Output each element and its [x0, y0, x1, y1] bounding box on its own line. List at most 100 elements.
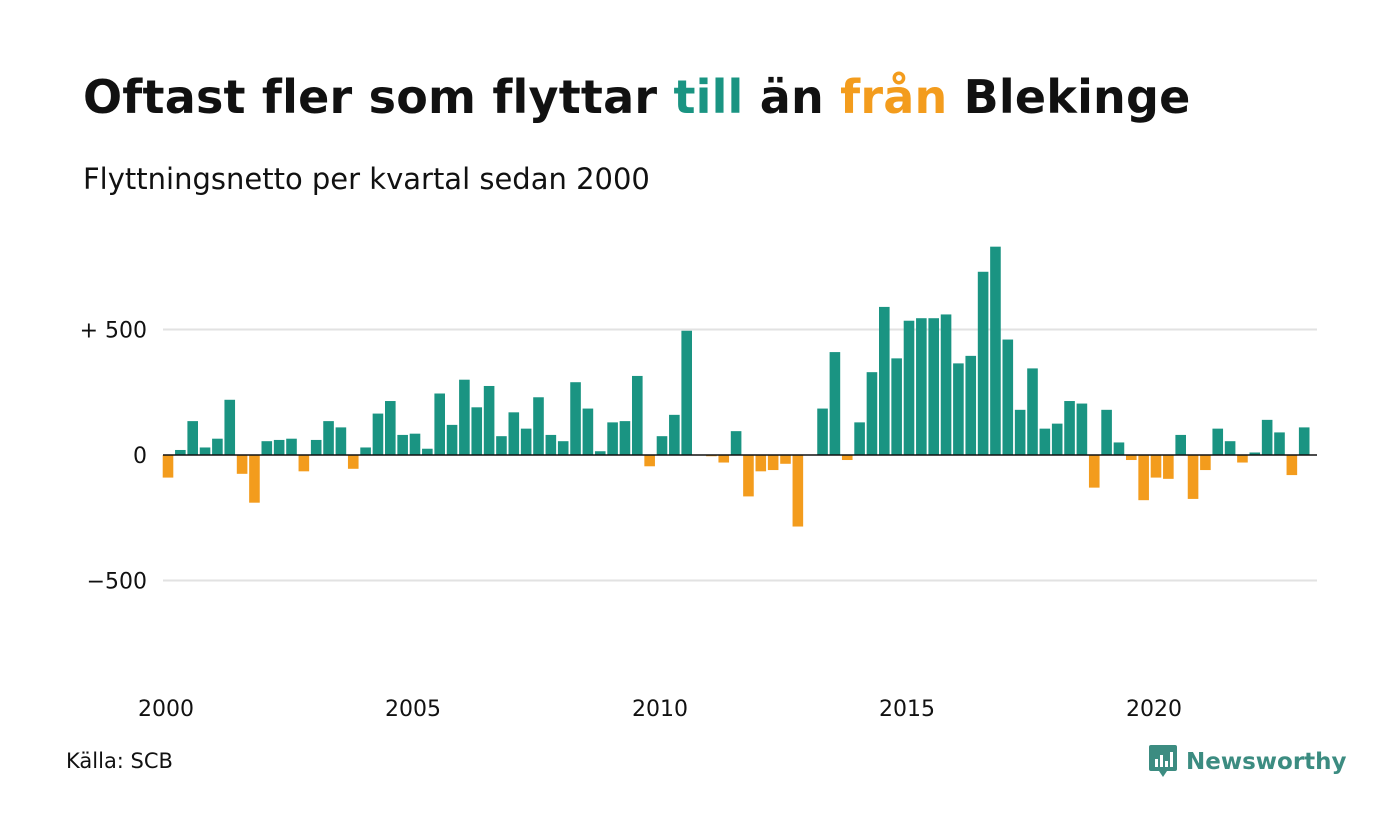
bar: [162, 455, 174, 478]
bar: [594, 451, 606, 456]
title-part: Blekinge: [947, 70, 1191, 124]
bar: [965, 355, 977, 455]
bar: [1138, 455, 1149, 501]
bar: [1126, 455, 1137, 461]
bar: [977, 271, 989, 455]
bar: [1027, 368, 1038, 455]
bar: [1274, 432, 1285, 455]
bar: [298, 455, 310, 472]
bar: [187, 421, 198, 455]
gridlines: [163, 328, 1317, 582]
bar: [360, 447, 371, 455]
chart-subtitle: Flyttningsnetto per kvartal sedan 2000: [83, 162, 650, 196]
bar: [409, 433, 421, 456]
bar: [632, 375, 643, 455]
bar: [1187, 455, 1199, 499]
chart-title: Oftast fler som flyttar till än från Ble…: [83, 70, 1191, 124]
bar: [730, 431, 742, 455]
x-tick-label: 2000: [138, 697, 194, 722]
bar: [644, 455, 655, 467]
brand-name: Newsworthy: [1186, 749, 1347, 775]
bar: [199, 447, 211, 455]
bar: [446, 424, 458, 455]
bar: [656, 436, 668, 455]
bar: [570, 382, 581, 455]
bar: [990, 246, 1001, 455]
bar: [953, 363, 964, 455]
x-tick-label: 2015: [879, 697, 935, 722]
title-part: från: [840, 70, 948, 124]
x-tick-label: 2005: [385, 697, 441, 722]
bar: [891, 358, 902, 456]
bar: [1298, 427, 1310, 455]
bar: [434, 393, 445, 455]
bar: [459, 379, 470, 455]
bar: [496, 436, 507, 455]
bar: [681, 330, 692, 455]
bar: [928, 318, 939, 455]
bar: [1150, 455, 1162, 478]
title-part: än: [743, 70, 841, 124]
bar: [940, 314, 952, 455]
bar: [1088, 455, 1100, 488]
bar: [249, 455, 260, 503]
title-part: Oftast fler som flyttar: [83, 70, 674, 124]
bar: [385, 401, 396, 455]
bar: [619, 421, 631, 455]
bar: [483, 385, 495, 456]
bar: [372, 413, 384, 455]
bar: [743, 455, 754, 497]
bar: [1101, 409, 1112, 455]
bar: [1224, 441, 1236, 455]
bar: [520, 428, 532, 455]
bar: [718, 455, 730, 463]
bar: [1175, 434, 1186, 455]
bar: [1002, 339, 1014, 455]
bar: [879, 306, 890, 455]
axis-labels: + 500 0 −500 2000 2005 2010 2015 2020: [80, 319, 1182, 723]
brand-logo: Newsworthy: [1148, 744, 1347, 780]
bar: [1076, 403, 1088, 455]
bar: [841, 455, 853, 461]
bar: [1163, 455, 1174, 479]
bar: [1286, 455, 1298, 476]
bar: [224, 399, 236, 455]
bar: [261, 441, 273, 455]
bar: [755, 455, 767, 472]
bar: [1200, 455, 1211, 471]
y-tick-label: 0: [133, 444, 147, 469]
x-tick-label: 2010: [632, 697, 688, 722]
bar: [1237, 455, 1248, 463]
bar: [1261, 419, 1273, 455]
bar: [1014, 409, 1026, 455]
bar: [792, 455, 804, 527]
bar: [310, 439, 322, 455]
bar: [1064, 401, 1075, 455]
y-tick-label: + 500: [80, 319, 147, 344]
x-tick-label: 2020: [1126, 697, 1182, 722]
bar: [422, 448, 433, 456]
bar: [1113, 442, 1125, 455]
bar: [669, 414, 680, 455]
bar: [817, 408, 828, 455]
bar: [508, 412, 520, 455]
bar: [557, 441, 569, 455]
bar: [767, 455, 779, 471]
bar: [903, 320, 915, 455]
bar: [545, 434, 557, 455]
bar: [347, 455, 359, 469]
bar: [1039, 428, 1051, 455]
bars: [162, 246, 1317, 527]
bar: [236, 455, 248, 474]
bar: [273, 439, 285, 455]
bar: [582, 408, 594, 455]
bar: [607, 422, 618, 455]
bar: [780, 455, 791, 464]
bar: [854, 422, 865, 455]
bar: [175, 449, 186, 455]
bar: [1051, 423, 1063, 456]
y-tick-label: −500: [87, 570, 147, 595]
bar: [397, 434, 408, 455]
bar: [1249, 452, 1261, 455]
